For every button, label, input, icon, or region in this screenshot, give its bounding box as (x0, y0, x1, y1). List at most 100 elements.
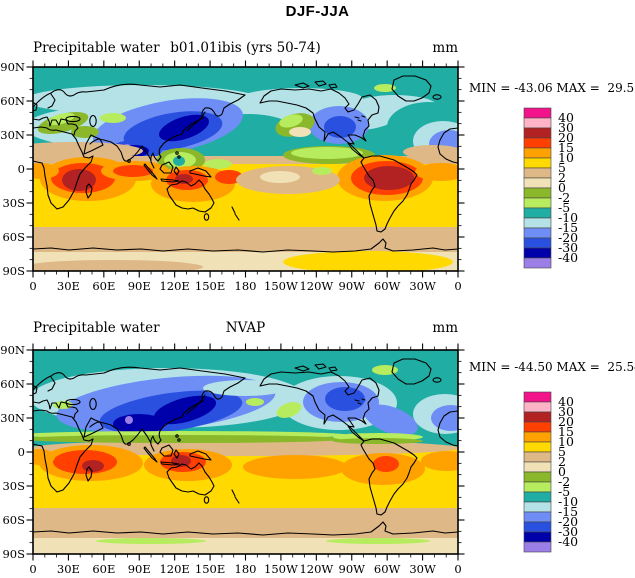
figure-title: DJF-JJA (285, 3, 350, 20)
contour-fill (333, 438, 423, 444)
panel1-subtitle-row: Precipitable water b01.01ibis (yrs 50-74… (33, 40, 458, 57)
colorbar-label: 40 (558, 394, 574, 409)
colorbar-label: -30 (558, 240, 578, 255)
lat-tick-label: 60S (2, 513, 25, 527)
lon-tick-label: 120W (299, 279, 333, 293)
lon-tick-label: 60E (92, 562, 115, 576)
contour-fill (283, 251, 453, 271)
contour-fill (33, 156, 458, 164)
map-panel-nvap: 0 30E 60E 90E 120E 150E 180 150W 120W 90W 60W 30W 09… (0, 343, 578, 576)
contour-fill (125, 416, 133, 424)
lon-tick-label: 0 (454, 562, 461, 576)
colorbar-label: 40 (558, 110, 574, 125)
contour-fill (260, 171, 300, 183)
colorbar-box (523, 197, 552, 209)
lon-tick-label: 120E (159, 562, 189, 576)
contour-fill (372, 365, 398, 375)
colorbar-label: -10 (558, 210, 578, 225)
colorbar-box (523, 451, 552, 463)
contour-fill (431, 405, 458, 431)
panel1-center-title: b01.01ibis (yrs 50-74) (170, 40, 321, 56)
contour-fill (415, 163, 458, 181)
contour-fill (364, 166, 414, 190)
contour-fill (113, 165, 153, 177)
panel1-minmax-label: MIN = -43.06 MAX = 29.58 (469, 81, 635, 95)
contour-fill (203, 380, 287, 396)
colorbar-box (523, 421, 552, 433)
colorbar-label: 30 (558, 404, 574, 419)
contour-fill (204, 159, 232, 169)
panel2-left-title: Precipitable water (33, 320, 160, 336)
panel2-subtitle-row: Precipitable water NVAP mm (33, 320, 458, 337)
colorbar-box (523, 541, 552, 553)
colorbar-label: -5 (558, 484, 570, 499)
contour-fill (279, 114, 303, 128)
contour-fill (173, 156, 185, 166)
coastlines (33, 358, 458, 536)
colorbar-box (523, 217, 552, 229)
contour-fill (33, 449, 55, 465)
lon-tick-label: 120E (159, 279, 189, 293)
contour-fill (421, 451, 458, 471)
lat-tick-label: 90S (2, 264, 25, 278)
contour-fill (175, 174, 193, 184)
colorbar-label: -5 (558, 200, 570, 215)
lat-tick-label: 60S (2, 230, 25, 244)
colorbar-label: 0 (558, 464, 566, 479)
lat-tick-label: 90N (0, 60, 25, 74)
contour-fill (33, 142, 143, 160)
colorbar-box (523, 511, 552, 523)
colorbar-box (523, 391, 552, 403)
contour-fill (33, 435, 348, 443)
colorbar-box (523, 177, 552, 189)
lat-tick-label: 30S (2, 196, 25, 210)
colorbar-label: 20 (558, 130, 574, 145)
colorbar-box (523, 521, 552, 533)
colorbar-box (523, 247, 552, 259)
contour-fill (326, 538, 430, 544)
lon-tick-label: 180 (235, 279, 257, 293)
contour-fill (312, 167, 332, 175)
lon-tick-label: 30W (409, 562, 436, 576)
colorbar-label: 2 (558, 170, 566, 185)
lat-tick-label: 30N (0, 411, 25, 425)
colorbar-box (523, 127, 552, 139)
axis-tick-labels: 0 30E 60E 90E 120E 150E 180 150W 120W 90W 60W 30W 09… (0, 343, 461, 576)
panel1-units-label: mm (432, 40, 458, 56)
lon-tick-label: 120W (299, 562, 333, 576)
colorbar-label: 30 (558, 120, 574, 135)
lat-tick-label: 0 (18, 162, 25, 176)
colorbar-label: -20 (558, 514, 578, 529)
colorbar-label: 5 (558, 160, 566, 175)
contour-fill (33, 260, 203, 271)
lon-tick-label: 90W (339, 562, 366, 576)
colorbar-label: 20 (558, 414, 574, 429)
contour-fill (82, 460, 104, 472)
panel2-center-title: NVAP (225, 320, 266, 336)
lon-tick-label: 180 (235, 562, 257, 576)
colorbar-label: -30 (558, 524, 578, 539)
lon-tick-label: 30E (57, 562, 80, 576)
lon-tick-label: 0 (29, 562, 36, 576)
colorbar-label: 15 (558, 140, 574, 155)
contour-fill (403, 145, 458, 159)
lon-tick-label: 90W (339, 279, 366, 293)
colorbar-box (523, 107, 552, 119)
colorbar-label: -40 (558, 534, 578, 549)
colorbar-box (523, 227, 552, 239)
contour-fill (291, 147, 363, 159)
coastlines (33, 75, 458, 253)
colorbar-box (523, 237, 552, 249)
contour-fill (113, 414, 165, 434)
colorbar-box (523, 401, 552, 413)
lat-tick-label: 60N (0, 377, 25, 391)
panel1-left-title: Precipitable water (33, 40, 160, 56)
colorbar-box (523, 531, 552, 543)
colorbar-box (523, 137, 552, 149)
colorbar-box (523, 441, 552, 453)
colorbar-label: 5 (558, 444, 566, 459)
contour-fill (374, 84, 396, 92)
lon-tick-label: 90E (128, 279, 151, 293)
lon-tick-label: 150W (264, 562, 298, 576)
